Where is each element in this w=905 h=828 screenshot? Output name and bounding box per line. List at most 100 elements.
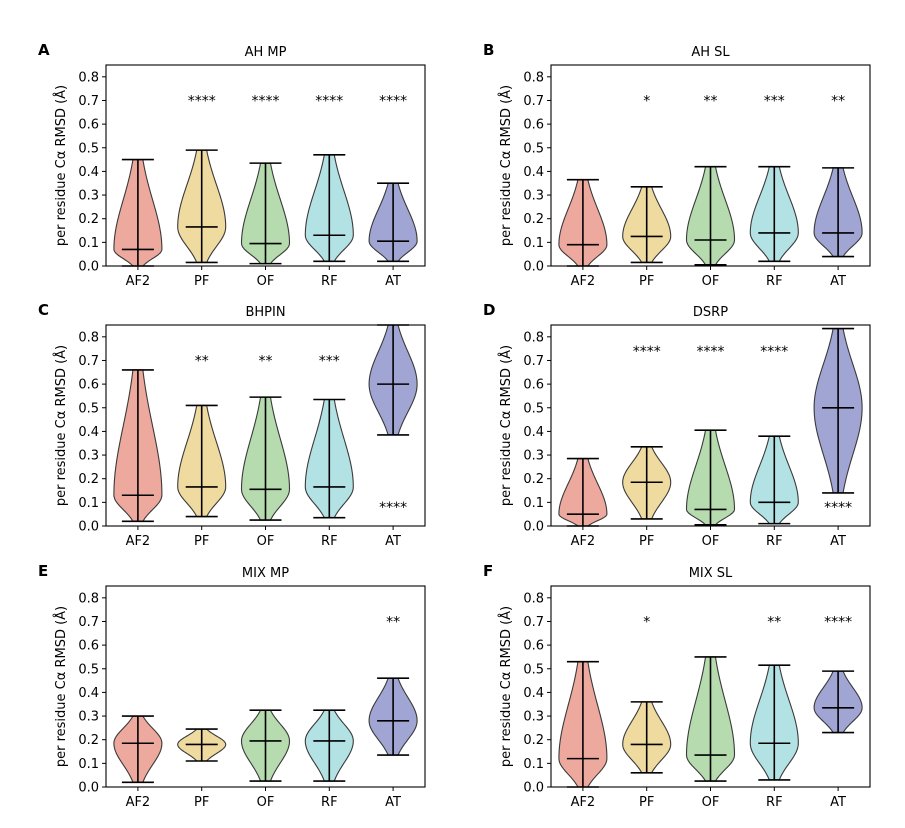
y-tick-label: 0.2	[78, 733, 99, 748]
chart-panel: A AH MP per residue Cα RMSD (Å) 0.0 0.1 0.2 0.…	[38, 41, 426, 289]
y-tick-label: 0.3	[523, 449, 544, 464]
significance-label: ****	[379, 93, 407, 109]
plot-frame	[105, 585, 426, 788]
y-axis-label: per residue Cα RMSD (Å)	[53, 606, 69, 767]
significance-label: ****	[824, 614, 852, 630]
y-tick-label: 0.2	[78, 472, 99, 487]
significance-label: ****	[697, 344, 725, 360]
y-tick-label: 0.1	[78, 757, 99, 772]
significance-label: **	[767, 614, 781, 630]
x-tick-label: AT	[830, 274, 846, 289]
significance-label: **	[259, 353, 273, 369]
chart-panel: C BHPIN per residue Cα RMSD (Å) 0.0 0.1 0.2 0.…	[38, 301, 426, 549]
x-tick-label: AF2	[126, 274, 151, 289]
y-tick-label: 0.5	[78, 662, 99, 677]
y-tick-label: 0.2	[523, 212, 544, 227]
x-tick-label: OF	[702, 795, 720, 810]
significance-label: **	[704, 93, 718, 109]
y-axis-label: per residue Cα RMSD (Å)	[498, 345, 514, 506]
y-tick-label: 0.3	[523, 710, 544, 725]
y-tick-label: 0.6	[78, 118, 99, 133]
significance-label: ***	[764, 93, 785, 109]
y-tick-label: 0.2	[523, 733, 544, 748]
y-tick-label: 0.6	[523, 378, 544, 393]
y-axis-label: per residue Cα RMSD (Å)	[53, 85, 69, 246]
plot-frame	[105, 324, 426, 527]
significance-label: ****	[315, 93, 343, 109]
y-tick-label: 0.4	[78, 425, 99, 440]
y-tick-label: 0.4	[523, 686, 544, 701]
x-tick-label: AF2	[126, 534, 151, 549]
significance-label: ****	[824, 500, 852, 516]
y-tick-label: 0.8	[78, 70, 99, 85]
x-tick-label: OF	[702, 274, 720, 289]
y-tick-label: 0.3	[78, 449, 99, 464]
y-tick-label: 0.8	[523, 70, 544, 85]
y-tick-label: 0.4	[523, 425, 544, 440]
y-tick-label: 0.8	[78, 330, 99, 345]
x-tick-label: OF	[257, 795, 275, 810]
x-tick-label: AF2	[571, 795, 596, 810]
chart-title: MIX SL	[689, 566, 733, 581]
chart-panel: D DSRP per residue Cα RMSD (Å) 0.0 0.1 0.2 0.3…	[483, 301, 871, 549]
significance-label: **	[831, 93, 845, 109]
y-tick-label: 0.4	[523, 165, 544, 180]
x-tick-label: OF	[257, 274, 275, 289]
y-tick-label: 0.6	[78, 639, 99, 654]
y-tick-label: 0.5	[78, 141, 99, 156]
x-tick-label: AF2	[571, 274, 596, 289]
x-tick-label: RF	[321, 795, 338, 810]
y-tick-label: 0.7	[78, 354, 99, 369]
x-tick-label: OF	[257, 534, 275, 549]
plot-frame	[550, 324, 871, 527]
x-tick-label: AT	[830, 534, 846, 549]
plot-frame	[550, 64, 871, 267]
panel-letter: B	[483, 41, 494, 59]
y-tick-label: 0.4	[78, 686, 99, 701]
chart-title: MIX MP	[242, 566, 289, 581]
x-tick-label: AT	[830, 795, 846, 810]
x-tick-label: PF	[194, 795, 209, 810]
y-tick-label: 0.8	[78, 591, 99, 606]
y-tick-label: 0.6	[523, 118, 544, 133]
significance-label: ****	[760, 344, 788, 360]
y-tick-label: 0.4	[78, 165, 99, 180]
y-tick-label: 0.0	[523, 260, 544, 275]
significance-label: ****	[252, 93, 280, 109]
chart-panel: B AH SL per residue Cα RMSD (Å) 0.0 0.1 0.2 0.…	[483, 41, 871, 289]
y-tick-label: 0.1	[78, 496, 99, 511]
significance-label: **	[195, 353, 209, 369]
x-tick-label: PF	[194, 534, 209, 549]
y-tick-label: 0.0	[78, 781, 99, 796]
y-tick-label: 0.7	[523, 94, 544, 109]
significance-label: ****	[188, 93, 216, 109]
y-tick-label: 0.6	[78, 378, 99, 393]
plot-frame	[550, 585, 871, 788]
x-tick-label: RF	[321, 274, 338, 289]
y-axis-label: per residue Cα RMSD (Å)	[498, 85, 514, 246]
panel-letter: A	[38, 41, 50, 59]
x-tick-label: RF	[766, 274, 783, 289]
x-tick-label: AT	[385, 274, 401, 289]
y-tick-label: 0.7	[78, 615, 99, 630]
x-tick-label: OF	[702, 534, 720, 549]
y-tick-label: 0.7	[78, 94, 99, 109]
plot-frame	[105, 64, 426, 267]
y-tick-label: 0.6	[523, 639, 544, 654]
y-tick-label: 0.5	[523, 662, 544, 677]
y-tick-label: 0.3	[523, 189, 544, 204]
significance-label: ****	[633, 344, 661, 360]
y-tick-label: 0.3	[78, 189, 99, 204]
y-axis-label: per residue Cα RMSD (Å)	[498, 606, 514, 767]
y-tick-label: 0.8	[523, 330, 544, 345]
y-tick-label: 0.1	[78, 236, 99, 251]
y-tick-label: 0.1	[523, 236, 544, 251]
chart-title: AH SL	[691, 45, 730, 60]
x-tick-label: RF	[766, 534, 783, 549]
significance-label: **	[386, 614, 400, 630]
panel-letter: D	[483, 301, 495, 319]
y-tick-label: 0.1	[523, 757, 544, 772]
significance-label: ****	[379, 500, 407, 516]
significance-label: *	[643, 93, 650, 109]
x-tick-label: PF	[639, 274, 654, 289]
